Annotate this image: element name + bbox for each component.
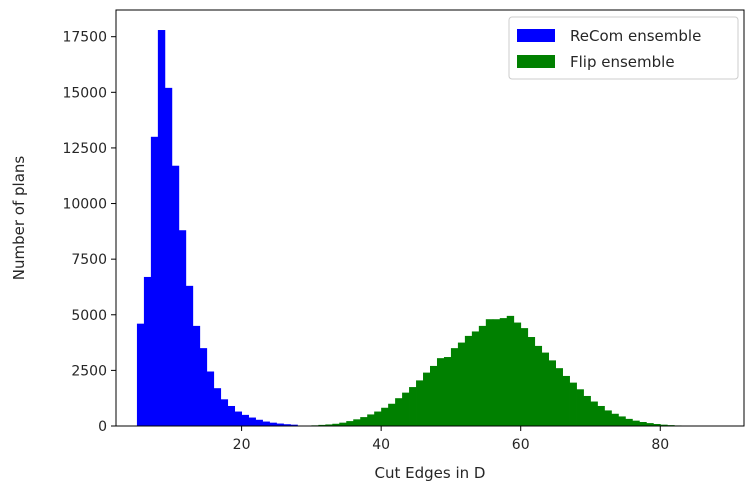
flip-bar-78 bbox=[646, 423, 654, 426]
flip-bar-79 bbox=[653, 423, 661, 426]
flip-bar-42 bbox=[395, 398, 403, 426]
flip-bar-52 bbox=[464, 335, 473, 426]
flip-bar-61 bbox=[527, 337, 536, 426]
recom-bar-9 bbox=[164, 87, 173, 426]
recom-bar-18 bbox=[227, 405, 236, 426]
plot-frame bbox=[115, 9, 745, 427]
flip-bar-77 bbox=[639, 421, 647, 426]
flip-bar-35 bbox=[346, 421, 354, 426]
flip-bar-59 bbox=[513, 322, 522, 426]
flip-bar-65 bbox=[555, 368, 563, 426]
flip-bar-46 bbox=[423, 372, 431, 426]
legend-box bbox=[508, 16, 739, 80]
y-tick-label: 17500 bbox=[62, 30, 107, 46]
flip-bar-76 bbox=[632, 420, 640, 426]
y-tick-label: 15000 bbox=[62, 85, 107, 101]
flip-bar-54 bbox=[478, 325, 487, 426]
recom-bar-16 bbox=[213, 388, 222, 426]
flip-bar-45 bbox=[416, 380, 424, 426]
y-tick-label: 2500 bbox=[71, 363, 107, 379]
flip-bar-49 bbox=[443, 357, 452, 426]
recom-bar-5 bbox=[136, 323, 145, 426]
flip-bar-60 bbox=[520, 328, 529, 426]
y-tick-label: 12500 bbox=[62, 141, 107, 157]
legend-label-recom: ReCom ensemble bbox=[570, 27, 701, 45]
flip-bar-50 bbox=[450, 348, 459, 426]
flip-bar-80 bbox=[660, 424, 668, 426]
recom-bar-7 bbox=[150, 136, 159, 427]
recom-bar-11 bbox=[178, 230, 187, 426]
flip-bar-31 bbox=[318, 424, 326, 426]
recom-bar-23 bbox=[262, 421, 270, 426]
flip-bar-38 bbox=[367, 414, 375, 426]
flip-bar-75 bbox=[625, 418, 633, 426]
recom-bar-24 bbox=[269, 422, 277, 426]
flip-bar-53 bbox=[471, 331, 480, 426]
legend-swatch-flip bbox=[517, 55, 555, 68]
flip-bar-63 bbox=[541, 352, 550, 426]
recom-bar-21 bbox=[248, 417, 256, 426]
flip-bar-51 bbox=[457, 342, 466, 426]
x-tick-label: 80 bbox=[651, 437, 669, 453]
flip-bar-69 bbox=[583, 395, 591, 426]
y-axis-label: Number of plans bbox=[10, 156, 28, 281]
recom-bar-6 bbox=[143, 276, 152, 426]
flip-bar-33 bbox=[332, 423, 340, 426]
flip-bar-71 bbox=[597, 405, 605, 426]
recom-bar-19 bbox=[234, 411, 242, 426]
legend-swatch-recom bbox=[517, 29, 555, 42]
flip-bar-34 bbox=[339, 422, 347, 426]
recom-bar-17 bbox=[220, 399, 229, 426]
legend: ReCom ensemble Flip ensemble bbox=[508, 16, 739, 80]
flip-bar-68 bbox=[576, 389, 584, 426]
bars-layer bbox=[136, 30, 682, 427]
recom-bar-13 bbox=[192, 325, 201, 426]
flip-bar-62 bbox=[534, 345, 543, 426]
recom-bar-27 bbox=[290, 424, 298, 426]
recom-bar-25 bbox=[276, 423, 284, 426]
x-axis-label: Cut Edges in D bbox=[375, 464, 486, 482]
flip-bar-72 bbox=[604, 410, 612, 426]
recom-bar-8 bbox=[157, 30, 166, 426]
recom-bar-12 bbox=[185, 285, 194, 426]
flip-bar-41 bbox=[388, 403, 396, 426]
legend-label-flip: Flip ensemble bbox=[570, 53, 675, 71]
recom-bar-15 bbox=[206, 371, 215, 426]
flip-bar-67 bbox=[569, 382, 577, 426]
flip-bar-48 bbox=[436, 358, 445, 426]
recom-bar-20 bbox=[241, 414, 249, 426]
recom-bar-22 bbox=[255, 419, 263, 426]
flip-bar-44 bbox=[409, 387, 417, 426]
flip-bar-43 bbox=[402, 392, 410, 426]
recom-bar-10 bbox=[171, 165, 180, 426]
y-tick-label: 0 bbox=[98, 419, 107, 435]
flip-bar-57 bbox=[499, 318, 508, 426]
y-tick-label: 7500 bbox=[71, 252, 107, 268]
y-tick-label: 10000 bbox=[62, 197, 107, 213]
flip-bar-56 bbox=[492, 319, 501, 426]
flip-bar-37 bbox=[360, 417, 368, 426]
flip-bar-40 bbox=[381, 407, 389, 426]
y-tick-label: 5000 bbox=[71, 308, 107, 324]
flip-bar-47 bbox=[430, 365, 438, 426]
flip-bar-32 bbox=[325, 424, 333, 426]
flip-bar-39 bbox=[374, 411, 382, 426]
flip-bar-66 bbox=[562, 375, 570, 426]
x-tick-label: 60 bbox=[512, 437, 530, 453]
x-tick-label: 20 bbox=[233, 437, 251, 453]
axes-layer: 20 40 60 80 0 2500 5000 7500 10000 12500 15000 1750… bbox=[62, 30, 669, 453]
flip-bar-73 bbox=[611, 413, 619, 426]
recom-bar-26 bbox=[283, 424, 291, 426]
x-tick-label: 40 bbox=[372, 437, 390, 453]
flip-bar-70 bbox=[590, 401, 598, 426]
recom-bar-14 bbox=[199, 348, 208, 426]
flip-bar-74 bbox=[618, 416, 626, 426]
flip-bar-58 bbox=[506, 315, 515, 426]
flip-bar-55 bbox=[485, 319, 494, 426]
flip-bar-64 bbox=[548, 360, 556, 426]
flip-bar-36 bbox=[353, 419, 361, 426]
